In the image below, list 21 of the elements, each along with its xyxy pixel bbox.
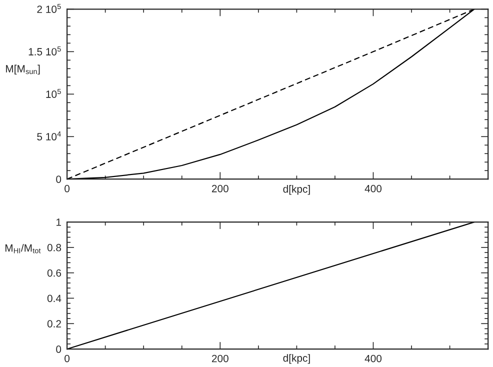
y-tick-label: 0.2 [47, 320, 61, 328]
x-tick-label: 400 [364, 184, 382, 192]
y-tick-label: 0 [56, 176, 62, 183]
y-tick-label: 1 [56, 218, 61, 226]
y-tick-label: 5 10$^{4}$ [37, 131, 61, 140]
x-tick-label: 400 [364, 354, 382, 362]
x-tick-label: 0 [64, 354, 70, 362]
y-tick-label: 0.4 [47, 294, 62, 302]
y-tick-label: 0.8 [47, 244, 62, 252]
y-tick-label: 10$^{5}$ [46, 88, 61, 98]
y-tick-label: 1.5 10$^{5}$ [28, 46, 61, 56]
y-tick-label: 2 10$^{5}$ [37, 4, 61, 13]
y-tick-label: 0.6 [47, 269, 62, 277]
x-tick-label: 0 [64, 184, 70, 192]
x-axis-title: d[kpc] [283, 185, 310, 195]
y-axis-title: M$_{HI}$/M$_{tot}$ [5, 244, 41, 254]
x-tick-label: 200 [212, 184, 228, 192]
y-tick-label: 0 [56, 346, 62, 353]
x-tick-label: 200 [212, 354, 228, 362]
y-axis-title: M[M$_{sun}$] [6, 64, 40, 75]
x-axis-title: d[kpc] [283, 354, 310, 364]
